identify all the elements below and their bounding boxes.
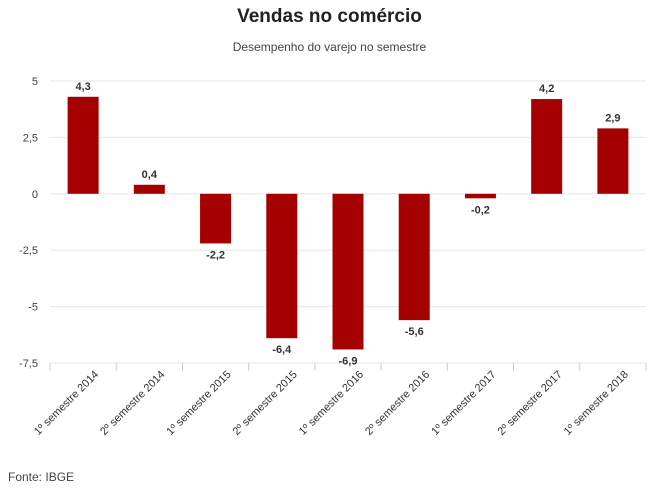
data-label: -0,2 xyxy=(471,204,490,216)
x-category-label: 1º semestre 2016 xyxy=(297,369,366,438)
data-label: -6,9 xyxy=(339,355,358,367)
bar xyxy=(266,193,298,339)
bar xyxy=(133,184,165,194)
data-label: 4,3 xyxy=(75,81,90,93)
x-category-label: 2º semestre 2016 xyxy=(363,369,432,438)
bar xyxy=(67,96,99,194)
x-category-label: 1º semestre 2015 xyxy=(164,369,233,438)
data-label: -2,2 xyxy=(206,249,225,261)
y-tick-label: -2,5 xyxy=(19,245,38,257)
bar xyxy=(464,193,496,199)
x-category-label: 1º semestre 2017 xyxy=(429,369,498,438)
x-category-label: 1º semestre 2014 xyxy=(32,369,101,438)
data-label: -6,4 xyxy=(272,344,292,356)
source-note: Fonte: IBGE xyxy=(8,470,75,484)
bar xyxy=(332,193,364,350)
chart-title: Vendas no comércio xyxy=(237,6,422,27)
data-label: 2,9 xyxy=(605,112,620,124)
x-category-label: 2º semestre 2014 xyxy=(98,369,167,438)
data-label: -5,6 xyxy=(405,326,424,338)
y-tick-label: 5 xyxy=(32,76,38,88)
data-label: 0,4 xyxy=(142,169,158,181)
y-tick-label: -5 xyxy=(28,302,38,314)
bar xyxy=(200,193,232,244)
y-tick-label: 0 xyxy=(32,189,38,201)
bar xyxy=(531,99,563,194)
bar xyxy=(597,128,629,194)
data-label: 4,2 xyxy=(539,83,554,95)
x-category-label: 2º semestre 2017 xyxy=(496,369,565,438)
x-category-label: 1º semestre 2018 xyxy=(562,369,631,438)
chart-subtitle: Desempenho do varejo no semestre xyxy=(232,40,427,54)
x-category-label: 2º semestre 2015 xyxy=(231,369,300,438)
bar xyxy=(398,193,430,321)
y-tick-label: 2,5 xyxy=(23,132,38,144)
y-tick-label: -7,5 xyxy=(19,358,38,370)
